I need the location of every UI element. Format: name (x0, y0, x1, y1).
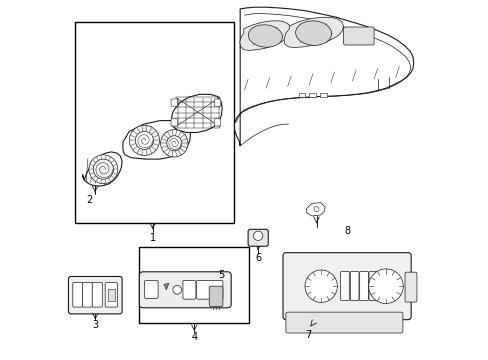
Circle shape (129, 125, 159, 156)
Bar (75, 22, 233, 223)
Circle shape (313, 207, 318, 212)
Polygon shape (234, 7, 413, 146)
FancyBboxPatch shape (214, 99, 220, 106)
FancyBboxPatch shape (196, 280, 223, 299)
Text: 6: 6 (255, 253, 261, 264)
FancyBboxPatch shape (359, 271, 367, 301)
FancyBboxPatch shape (343, 27, 373, 45)
Bar (309, 93, 315, 97)
FancyBboxPatch shape (92, 283, 102, 307)
FancyBboxPatch shape (209, 286, 223, 306)
FancyBboxPatch shape (144, 280, 158, 298)
Polygon shape (122, 121, 190, 159)
FancyBboxPatch shape (68, 276, 122, 314)
Circle shape (368, 269, 403, 303)
Text: 4: 4 (191, 332, 197, 342)
Text: 1: 1 (149, 233, 156, 243)
Circle shape (253, 231, 263, 240)
Circle shape (305, 270, 337, 302)
FancyBboxPatch shape (105, 283, 117, 307)
Polygon shape (284, 17, 343, 48)
Bar (320, 93, 326, 97)
Polygon shape (82, 152, 122, 186)
FancyBboxPatch shape (368, 271, 377, 301)
Polygon shape (171, 94, 222, 132)
FancyBboxPatch shape (214, 119, 220, 126)
Text: 2: 2 (86, 195, 92, 205)
FancyBboxPatch shape (283, 253, 410, 320)
Circle shape (172, 285, 181, 294)
Text: 7: 7 (305, 330, 311, 340)
FancyBboxPatch shape (285, 312, 402, 333)
Text: 8: 8 (344, 226, 349, 237)
Circle shape (93, 159, 113, 179)
Circle shape (160, 130, 187, 157)
Text: 5: 5 (218, 270, 224, 280)
Polygon shape (306, 203, 325, 216)
FancyBboxPatch shape (82, 283, 92, 307)
FancyBboxPatch shape (183, 280, 196, 299)
Circle shape (135, 131, 153, 149)
FancyBboxPatch shape (171, 99, 177, 106)
FancyBboxPatch shape (171, 119, 177, 126)
FancyBboxPatch shape (404, 272, 416, 302)
Bar (298, 93, 305, 97)
FancyBboxPatch shape (340, 271, 348, 301)
Circle shape (166, 136, 182, 151)
Bar (108, 289, 114, 301)
Circle shape (89, 155, 118, 184)
Ellipse shape (248, 25, 282, 47)
Text: 3: 3 (92, 320, 98, 330)
Polygon shape (239, 21, 290, 50)
Polygon shape (163, 283, 168, 290)
FancyBboxPatch shape (349, 271, 358, 301)
Ellipse shape (295, 21, 331, 45)
FancyBboxPatch shape (73, 283, 82, 307)
Bar (139, 247, 249, 323)
FancyBboxPatch shape (247, 229, 268, 246)
FancyBboxPatch shape (139, 272, 231, 308)
